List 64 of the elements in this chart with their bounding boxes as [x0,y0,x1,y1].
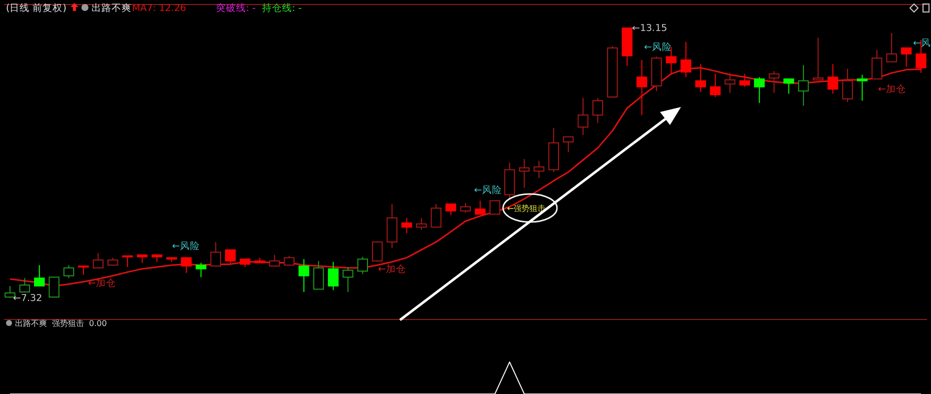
candlestick [342,266,354,292]
text: MA7: 12.26 [132,3,186,14]
candlestick [827,64,838,94]
candlestick [328,261,339,291]
annotation: ←风险 [474,184,502,196]
candlestick [856,74,868,102]
candlestick [783,78,794,94]
candlestick [636,59,648,116]
candlestick [886,32,897,62]
candlestick [695,64,706,92]
candlestick [578,97,588,136]
candlestick [180,257,192,274]
annotation: ←13.15 [632,23,668,34]
annotation: ←加仓 [378,263,406,275]
annotation: ←7.32 [13,293,42,304]
chart-title: (日线 前复权) [6,2,66,14]
candlestick [19,278,30,292]
text: 强势狙击 [52,319,84,328]
candlestick [225,249,236,265]
candlestick [63,264,74,279]
candlestick [710,73,721,98]
candlestick [768,70,780,94]
candlestick [48,276,60,298]
candlestick [592,97,604,124]
candlestick [798,64,809,106]
candlestick [739,73,750,88]
candlestick [357,256,368,274]
candlestick [518,158,530,188]
candlestick [534,160,544,179]
candlestick [490,200,500,215]
candlestick [372,241,383,262]
candlestick [196,262,206,278]
candlestick [284,255,295,266]
candlestick [298,258,310,292]
candlestick [842,68,853,103]
candlestick [430,203,442,228]
candlestick [210,241,222,267]
text: 出路不爽 [91,2,132,14]
candlestick [474,200,486,215]
annotation: ←加仓 [878,83,906,95]
candlestick [680,41,692,78]
text: 突破线: - [216,2,256,14]
chart-title: 出路不爽 [15,319,47,328]
candlestick [269,254,280,267]
candlestick [460,202,471,214]
annotation: ←风险 [172,240,200,252]
candlestick [445,203,456,216]
annotation: ←风险 [644,41,672,53]
candlestick [900,47,912,68]
candlestick [4,285,16,298]
text: 0.00 [89,319,107,328]
annotation: ←加仓 [88,277,116,289]
candlestick [724,72,736,94]
candlestick [416,217,427,230]
text: 持仓线: - [262,2,302,14]
candlestick [812,37,824,80]
candlestick [313,260,324,290]
candlestick [92,252,104,268]
candlestick [563,136,574,153]
candlestick [754,76,765,104]
candlestick [401,217,412,234]
candlestick [872,49,882,80]
candlestick [34,264,45,286]
candlestick [122,255,133,268]
